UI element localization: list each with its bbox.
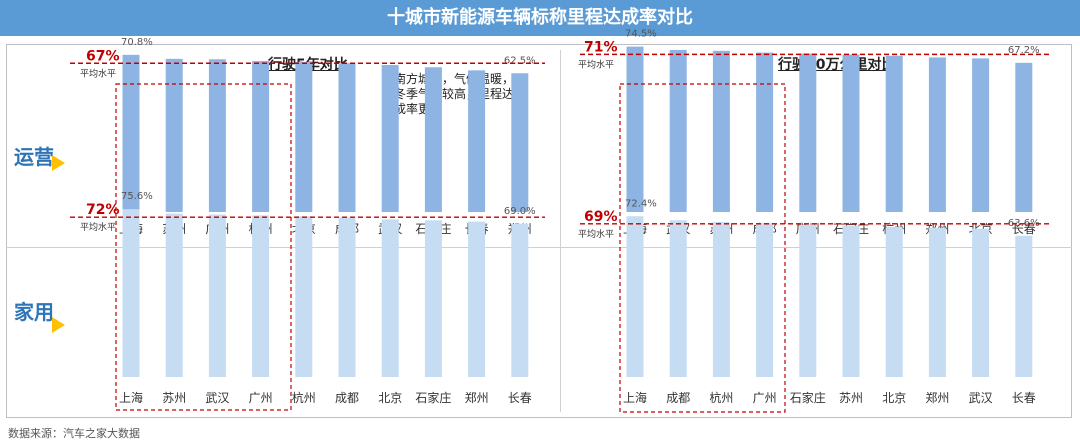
bar: [799, 53, 817, 212]
x-tick-label: 成都: [666, 391, 690, 405]
row-arrow-icon-private: [52, 317, 65, 333]
average-caption: 平均水平: [80, 67, 116, 79]
bar: [928, 57, 946, 212]
x-tick-label: 杭州: [292, 390, 316, 405]
bar: [424, 220, 442, 377]
average-value-label: 71%: [584, 39, 618, 55]
bar: [295, 216, 313, 377]
column-divider: [560, 50, 561, 412]
data-label: 75.6%: [121, 191, 153, 202]
bar: [669, 220, 687, 377]
bar: [424, 67, 442, 212]
data-label: 70.8%: [121, 37, 153, 48]
bar: [885, 226, 903, 377]
bar: [511, 223, 529, 377]
bar: [165, 58, 183, 212]
top-cities-highlight-box: [115, 83, 292, 411]
top-cities-highlight-box: [619, 83, 786, 413]
x-tick-label: 上海: [119, 390, 143, 405]
bar: [669, 49, 687, 212]
average-value-label: 67%: [86, 48, 120, 64]
x-tick-label: 北京: [378, 391, 402, 405]
bar: [1015, 62, 1033, 213]
bar: [842, 54, 860, 212]
data-source-note: 数据来源：汽车之家大数据: [8, 427, 140, 440]
x-tick-label: 石家庄: [790, 390, 826, 405]
chart-title: 十城市新能源车辆标称里程达成率对比: [0, 0, 1080, 36]
x-tick-label: 武汉: [969, 391, 993, 405]
bar: [972, 58, 990, 212]
average-caption: 平均水平: [578, 228, 614, 240]
bar: [468, 70, 486, 212]
x-tick-label: 郑州: [925, 390, 949, 405]
bar: [972, 228, 990, 377]
x-tick-label: 成都: [335, 391, 359, 405]
data-label: 72.4%: [625, 198, 657, 209]
row-label-private: 家用: [14, 300, 54, 324]
chart-frame: [6, 44, 1072, 418]
bar: [295, 61, 313, 212]
x-tick-label: 北京: [882, 391, 906, 405]
bar: [468, 221, 486, 377]
bar: [381, 65, 399, 212]
data-label: 62.5%: [504, 55, 536, 66]
data-label: 67.2%: [1008, 45, 1040, 56]
average-value-label: 69%: [584, 209, 618, 225]
x-tick-label: 苏州: [839, 391, 863, 405]
x-tick-label: 郑州: [465, 390, 489, 405]
data-label: 69.0%: [504, 206, 536, 217]
x-tick-label: 苏州: [162, 391, 186, 405]
bar: [626, 216, 644, 377]
bar: [626, 46, 644, 212]
x-tick-label: 广州: [753, 391, 777, 405]
x-tick-label: 杭州: [709, 390, 733, 405]
data-label: 74.5%: [625, 29, 657, 40]
x-tick-label: 石家庄: [415, 390, 451, 405]
bar: [799, 224, 817, 377]
bar: [252, 215, 270, 377]
bar: [208, 59, 226, 212]
bar: [842, 225, 860, 377]
bar: [885, 55, 903, 212]
average-value-label: 72%: [86, 202, 120, 218]
bar: [122, 209, 140, 377]
bar: [338, 217, 356, 377]
x-tick-label: 长春: [1012, 222, 1036, 236]
bar: [756, 52, 774, 212]
bar: [122, 54, 140, 212]
bar: [338, 63, 356, 213]
x-tick-label: 武汉: [205, 391, 229, 405]
average-caption: 平均水平: [578, 58, 614, 70]
x-tick-label: 上海: [623, 390, 647, 405]
bar: [712, 222, 730, 377]
average-caption: 平均水平: [80, 221, 116, 233]
row-divider: [6, 247, 1072, 248]
x-tick-label: 长春: [508, 391, 532, 405]
bar: [165, 213, 183, 377]
bar: [381, 219, 399, 377]
bar: [511, 73, 529, 212]
row-label-commercial: 运营: [14, 145, 54, 169]
bar: [208, 214, 226, 377]
x-tick-label: 长春: [1012, 391, 1036, 405]
row-arrow-icon-commercial: [52, 155, 65, 171]
bar: [252, 61, 270, 212]
bar: [712, 50, 730, 212]
x-tick-label: 广州: [249, 391, 273, 405]
bar: [928, 227, 946, 377]
bar: [756, 222, 774, 377]
bar: [1015, 235, 1033, 377]
